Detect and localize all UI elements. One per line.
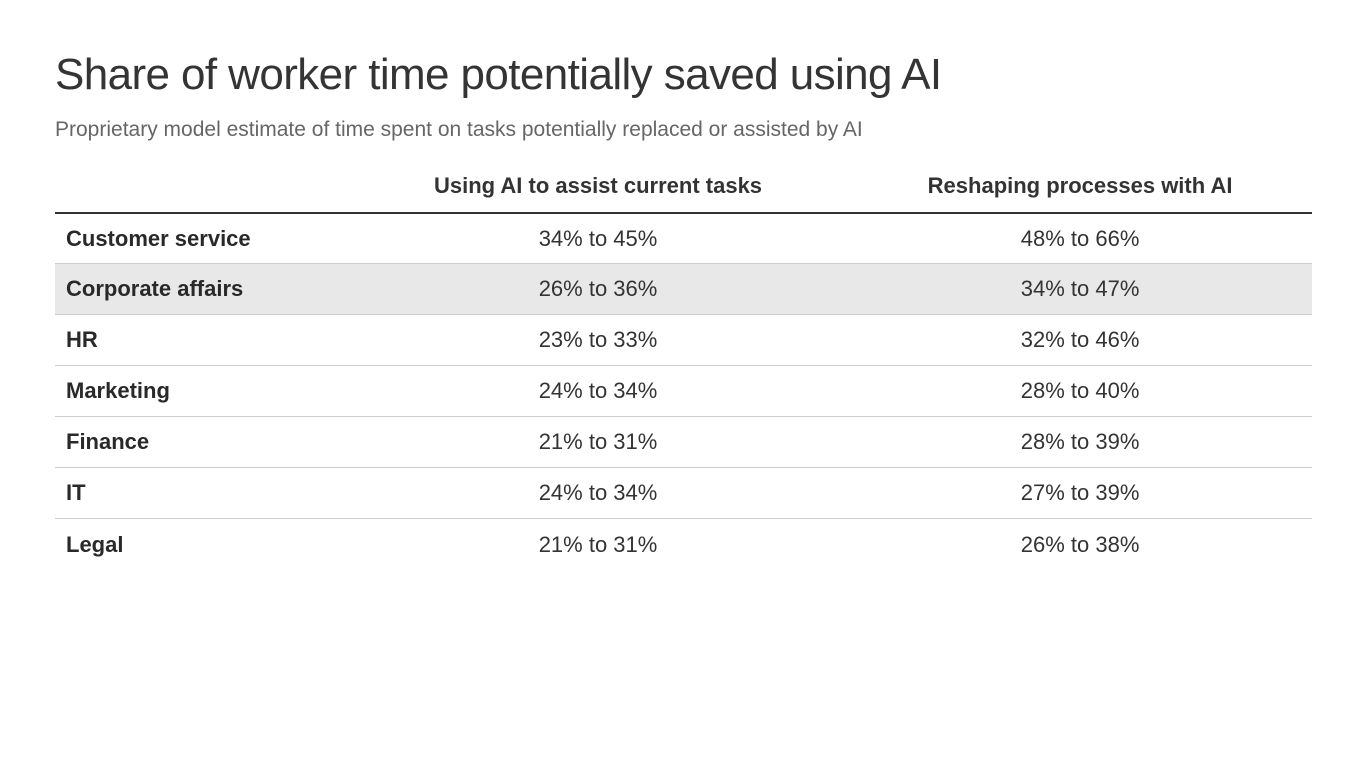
column-header-assist: Using AI to assist current tasks xyxy=(347,172,849,214)
row-label: Finance xyxy=(66,429,150,455)
table-row[interactable]: Customer service 34% to 45% 48% to 66% xyxy=(55,212,1312,264)
reshape-value: 34% to 47% xyxy=(1020,276,1140,302)
assist-value: 24% to 34% xyxy=(538,480,658,506)
table-row[interactable]: Legal 21% to 31% 26% to 38% xyxy=(55,518,1312,570)
table-header-row: Using AI to assist current tasks Reshapi… xyxy=(55,172,1312,214)
table-row[interactable]: Corporate affairs 26% to 36% 34% to 47% xyxy=(55,263,1312,315)
table-row[interactable]: Marketing 24% to 34% 28% to 40% xyxy=(55,365,1312,417)
reshape-value: 26% to 38% xyxy=(1020,531,1140,557)
assist-value: 23% to 33% xyxy=(538,327,658,353)
table-row[interactable]: Finance 21% to 31% 28% to 39% xyxy=(55,416,1312,468)
row-label: HR xyxy=(66,327,98,353)
table-row[interactable]: IT 24% to 34% 27% to 39% xyxy=(55,467,1312,519)
column-header-reshape: Reshaping processes with AI xyxy=(848,172,1312,214)
assist-value: 21% to 31% xyxy=(538,429,658,455)
reshape-value: 28% to 39% xyxy=(1020,429,1140,455)
row-label: Customer service xyxy=(66,225,251,251)
reshape-value: 28% to 40% xyxy=(1020,378,1140,404)
page-title: Share of worker time potentially saved u… xyxy=(55,50,942,99)
row-label: IT xyxy=(66,480,86,506)
page-subtitle: Proprietary model estimate of time spent… xyxy=(55,117,863,141)
row-label: Corporate affairs xyxy=(66,276,244,302)
assist-value: 34% to 45% xyxy=(538,225,658,251)
assist-value: 26% to 36% xyxy=(538,276,658,302)
assist-value: 21% to 31% xyxy=(538,531,658,557)
table-row[interactable]: HR 23% to 33% 32% to 46% xyxy=(55,314,1312,366)
time-saved-table: Using AI to assist current tasks Reshapi… xyxy=(55,172,1312,570)
assist-value: 24% to 34% xyxy=(538,378,658,404)
reshape-value: 27% to 39% xyxy=(1020,480,1140,506)
reshape-value: 32% to 46% xyxy=(1020,327,1140,353)
reshape-value: 48% to 66% xyxy=(1020,225,1140,251)
row-label: Legal xyxy=(66,531,124,557)
column-header-empty xyxy=(55,172,348,214)
row-label: Marketing xyxy=(66,378,170,404)
